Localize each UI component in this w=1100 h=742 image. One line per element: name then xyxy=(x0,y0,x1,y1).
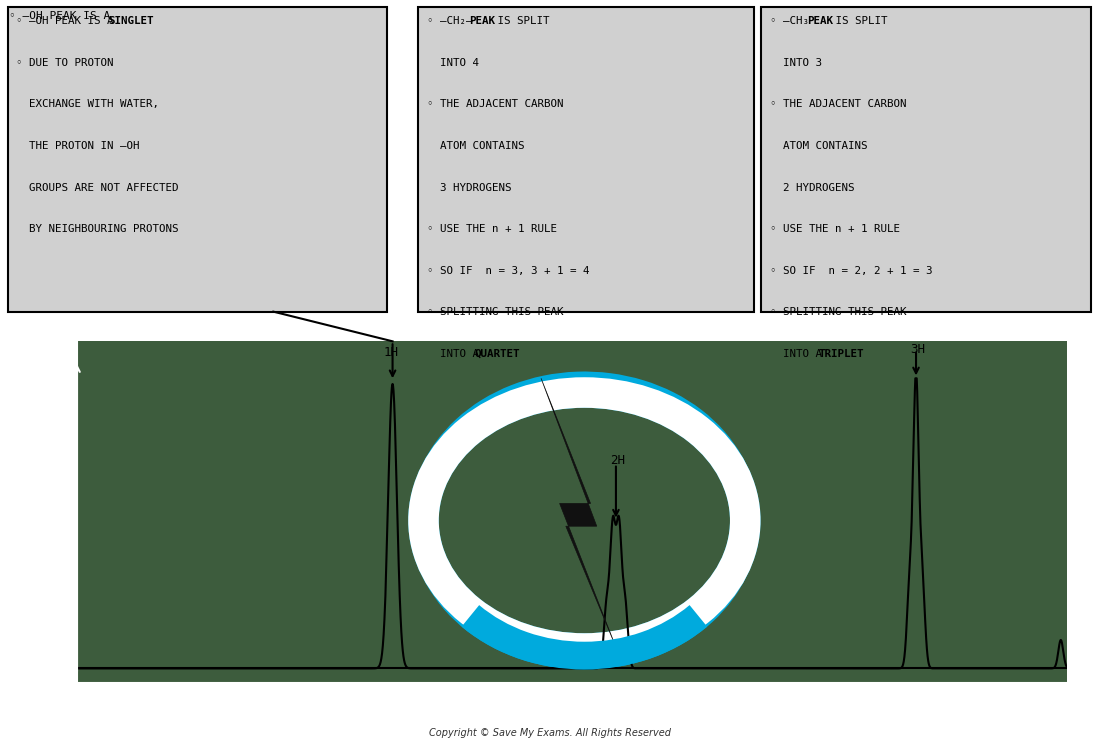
Text: INTO A: INTO A xyxy=(427,349,485,358)
Text: ATOM CONTAINS: ATOM CONTAINS xyxy=(427,141,525,151)
Text: TRIPLET: TRIPLET xyxy=(818,349,864,358)
FancyBboxPatch shape xyxy=(761,7,1091,312)
Text: SINGLET: SINGLET xyxy=(108,16,154,26)
Text: 3H: 3H xyxy=(910,344,925,356)
Text: QUARTET: QUARTET xyxy=(475,349,520,358)
Text: IS SPLIT: IS SPLIT xyxy=(491,16,549,26)
Text: 1H: 1H xyxy=(384,347,399,359)
Text: IS SPLIT: IS SPLIT xyxy=(828,16,888,26)
Text: GROUPS ARE NOT AFFECTED: GROUPS ARE NOT AFFECTED xyxy=(16,183,179,192)
Text: BY NEIGHBOURING PROTONS: BY NEIGHBOURING PROTONS xyxy=(16,224,179,234)
Text: ◦ SO IF  n = 3, 3 + 1 = 4: ◦ SO IF n = 3, 3 + 1 = 4 xyxy=(427,266,590,275)
Text: 3 HYDROGENS: 3 HYDROGENS xyxy=(427,183,512,192)
Text: ◦ –OH PEAK IS A: ◦ –OH PEAK IS A xyxy=(16,16,121,26)
Text: ATOM CONTAINS: ATOM CONTAINS xyxy=(770,141,868,151)
Text: ◦ –CH₃: ◦ –CH₃ xyxy=(770,16,815,26)
Text: INTO 4: INTO 4 xyxy=(427,58,478,68)
Text: PEAK: PEAK xyxy=(807,16,834,26)
Text: INTO A: INTO A xyxy=(770,349,828,358)
Text: EXCHANGE WITH WATER,: EXCHANGE WITH WATER, xyxy=(16,99,160,109)
Text: THE PROTON IN –OH: THE PROTON IN –OH xyxy=(16,141,140,151)
Text: ◦ SO IF  n = 2, 2 + 1 = 3: ◦ SO IF n = 2, 2 + 1 = 3 xyxy=(770,266,933,275)
Text: ◦ THE ADJACENT CARBON: ◦ THE ADJACENT CARBON xyxy=(770,99,906,109)
Text: PEAK: PEAK xyxy=(470,16,495,26)
Text: INTO 3: INTO 3 xyxy=(770,58,822,68)
Text: ◦ DUE TO PROTON: ◦ DUE TO PROTON xyxy=(16,58,114,68)
FancyBboxPatch shape xyxy=(8,7,387,312)
Polygon shape xyxy=(541,378,615,646)
Text: ◦ SPLITTING THIS PEAK: ◦ SPLITTING THIS PEAK xyxy=(427,307,563,317)
Text: ◦ USE THE n + 1 RULE: ◦ USE THE n + 1 RULE xyxy=(427,224,557,234)
FancyBboxPatch shape xyxy=(418,7,754,312)
Text: 2H: 2H xyxy=(609,454,625,467)
Y-axis label: ABSORPTION OF ENERGY: ABSORPTION OF ENERGY xyxy=(62,444,72,580)
Text: ◦ SPLITTING THIS PEAK: ◦ SPLITTING THIS PEAK xyxy=(770,307,906,317)
Text: ◦ THE ADJACENT CARBON: ◦ THE ADJACENT CARBON xyxy=(427,99,563,109)
Text: ◦ USE THE n + 1 RULE: ◦ USE THE n + 1 RULE xyxy=(770,224,900,234)
Text: ◦ –OH PEAK IS A: ◦ –OH PEAK IS A xyxy=(9,11,117,21)
X-axis label: δ / ppm: δ / ppm xyxy=(537,713,607,731)
Text: ◦ –CH₂–: ◦ –CH₂– xyxy=(427,16,478,26)
Text: Copyright © Save My Exams. All Rights Reserved: Copyright © Save My Exams. All Rights Re… xyxy=(429,729,671,738)
Text: 2 HYDROGENS: 2 HYDROGENS xyxy=(770,183,855,192)
